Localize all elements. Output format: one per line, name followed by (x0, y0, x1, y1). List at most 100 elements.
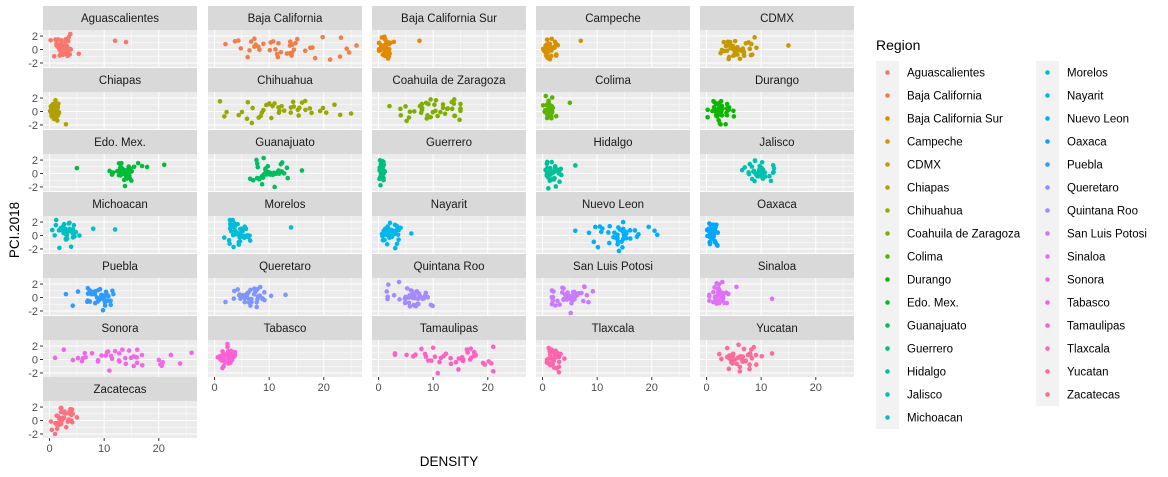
legend-label: Campeche (907, 137, 963, 149)
data-point (161, 162, 167, 168)
legend-key-point (1045, 93, 1050, 98)
data-point (544, 159, 550, 165)
data-point (254, 157, 259, 163)
facet-panel: San Luis Potosi (536, 254, 690, 316)
data-point (734, 361, 740, 367)
facet-panel: Chiapas -20 2 (28, 68, 197, 132)
data-point (592, 224, 598, 230)
data-point (543, 93, 549, 99)
data-point (247, 48, 252, 53)
legend-label: Hidalgo (907, 367, 946, 379)
facet-strip (43, 192, 197, 216)
facet-panel: Baja California Sur (372, 6, 526, 67)
y-tick-label: -2 (28, 244, 38, 256)
data-point (222, 114, 227, 119)
data-point (547, 178, 553, 184)
data-point (404, 286, 410, 291)
data-point (110, 288, 115, 294)
data-point (425, 358, 431, 363)
data-point (131, 354, 136, 359)
data-point (606, 230, 611, 235)
data-point (135, 160, 141, 166)
data-point (159, 363, 164, 369)
legend-label: Sinaloa (1067, 252, 1106, 264)
data-point (716, 351, 722, 357)
legend-key-point (1045, 323, 1050, 328)
data-point (567, 100, 573, 106)
facet-strip-label: Michoacan (92, 199, 148, 211)
data-point (223, 299, 228, 305)
data-point (317, 108, 323, 114)
data-point (227, 217, 233, 223)
data-point (72, 234, 77, 239)
data-point (757, 163, 762, 169)
data-point (63, 121, 69, 127)
data-point (551, 289, 556, 294)
data-point (260, 175, 266, 180)
data-point (323, 110, 329, 115)
data-point (391, 39, 397, 45)
data-point (231, 232, 236, 238)
data-point (440, 105, 446, 111)
data-point (231, 244, 236, 250)
legend-key-point (885, 139, 890, 144)
data-point (107, 368, 112, 373)
data-point (248, 303, 253, 308)
data-point (654, 232, 660, 238)
data-point (236, 112, 242, 118)
data-point (75, 355, 81, 361)
data-point (67, 52, 73, 57)
facet-strip (43, 130, 197, 154)
facet-strip (700, 254, 854, 278)
legend-label: Colima (907, 252, 943, 264)
legend-item: Tabasco (1036, 291, 1110, 314)
data-point (724, 101, 730, 107)
data-point (544, 359, 550, 365)
facet-panel: Tamaulipas 0 10 20 (372, 316, 526, 394)
data-point (102, 298, 107, 303)
data-point (85, 298, 91, 303)
data-point (267, 47, 273, 53)
data-point (320, 105, 326, 111)
data-point (380, 164, 386, 169)
data-point (290, 99, 296, 105)
data-point (77, 233, 82, 238)
data-point (720, 295, 726, 301)
data-point (337, 54, 343, 59)
data-point (392, 352, 398, 358)
data-point (724, 112, 730, 118)
data-point (268, 293, 274, 299)
legend-label: Quintana Roo (1067, 206, 1138, 218)
data-point (568, 310, 573, 316)
data-point (544, 37, 550, 42)
data-point (271, 170, 277, 176)
data-point (68, 47, 74, 52)
data-point (387, 235, 392, 241)
legend-item: Yucatan (1036, 360, 1109, 383)
data-point (553, 41, 559, 47)
data-point (254, 304, 259, 310)
data-point (48, 109, 54, 115)
data-point (249, 120, 255, 126)
data-point (721, 39, 727, 45)
data-point (112, 348, 118, 354)
legend-key-point (1045, 185, 1050, 190)
facet-strip-label: Baja California Sur (401, 13, 497, 25)
data-point (720, 106, 725, 111)
facet-strip-label: CDMX (760, 13, 794, 25)
data-point (68, 244, 74, 250)
data-point (425, 113, 430, 118)
data-point (449, 106, 455, 112)
facet-strip-label: Sonora (101, 323, 139, 335)
data-point (582, 284, 587, 290)
data-point (264, 102, 269, 108)
facet-strip (208, 254, 362, 278)
data-point (75, 289, 81, 294)
data-point (222, 352, 228, 357)
data-point (624, 235, 629, 241)
data-point (232, 38, 238, 44)
data-point (550, 294, 556, 300)
data-point (244, 293, 250, 299)
data-point (225, 341, 230, 347)
data-point (540, 103, 546, 108)
